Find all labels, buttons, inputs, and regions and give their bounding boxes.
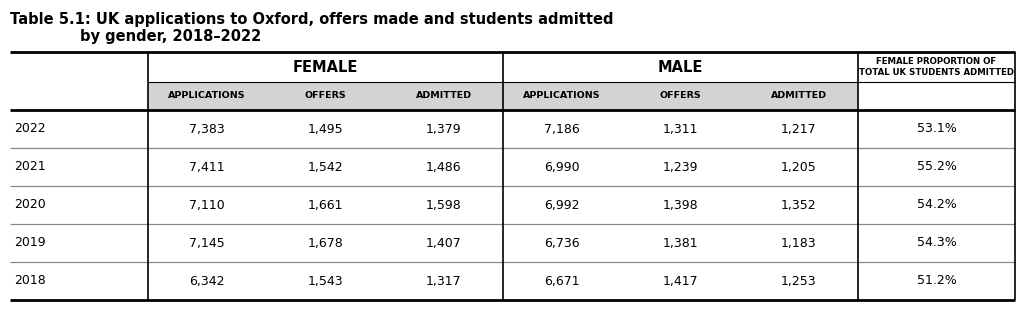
Text: by gender, 2018–2022: by gender, 2018–2022	[80, 29, 261, 44]
Text: 1,407: 1,407	[426, 236, 461, 249]
Text: 1,598: 1,598	[426, 198, 461, 211]
Text: APPLICATIONS: APPLICATIONS	[524, 92, 601, 100]
Text: 2020: 2020	[14, 198, 46, 211]
Text: 7,186: 7,186	[544, 122, 580, 135]
Text: 1,217: 1,217	[781, 122, 816, 135]
Text: 6,992: 6,992	[544, 198, 580, 211]
Text: 1,311: 1,311	[663, 122, 699, 135]
Text: 7,383: 7,383	[189, 122, 225, 135]
Text: 1,379: 1,379	[426, 122, 461, 135]
Text: 1,239: 1,239	[663, 160, 699, 173]
Text: 1,381: 1,381	[663, 236, 699, 249]
Text: 7,110: 7,110	[189, 198, 225, 211]
Text: 1,398: 1,398	[663, 198, 699, 211]
Text: 6,736: 6,736	[544, 236, 580, 249]
Text: APPLICATIONS: APPLICATIONS	[169, 92, 246, 100]
Text: 1,542: 1,542	[308, 160, 344, 173]
Text: 55.2%: 55.2%	[917, 160, 957, 173]
Text: ADMITTED: ADMITTED	[415, 92, 472, 100]
Bar	[148, 82, 858, 110]
Text: 1,486: 1,486	[426, 160, 461, 173]
Text: Table 5.1: UK applications to Oxford, offers made and students admitted: Table 5.1: UK applications to Oxford, of…	[10, 12, 614, 27]
Text: 6,990: 6,990	[544, 160, 580, 173]
Text: 1,183: 1,183	[781, 236, 816, 249]
Text: 2019: 2019	[14, 236, 46, 249]
Text: 54.2%: 54.2%	[917, 198, 957, 211]
Text: 7,411: 7,411	[189, 160, 225, 173]
Text: 51.2%: 51.2%	[917, 275, 957, 288]
Text: 1,352: 1,352	[781, 198, 816, 211]
Text: 1,543: 1,543	[308, 275, 344, 288]
Text: OFFERS: OFFERS	[305, 92, 347, 100]
Text: 1,495: 1,495	[308, 122, 344, 135]
Text: 1,661: 1,661	[308, 198, 344, 211]
Text: ADMITTED: ADMITTED	[770, 92, 827, 100]
Text: 54.3%: 54.3%	[917, 236, 957, 249]
Text: 1,205: 1,205	[781, 160, 816, 173]
Text: FEMALE: FEMALE	[293, 60, 358, 74]
Text: 6,342: 6,342	[189, 275, 225, 288]
Text: 2021: 2021	[14, 160, 46, 173]
Text: 2018: 2018	[14, 275, 46, 288]
Text: 1,253: 1,253	[781, 275, 816, 288]
Text: 2022: 2022	[14, 122, 46, 135]
Text: 53.1%: 53.1%	[917, 122, 957, 135]
Text: MALE: MALE	[658, 60, 703, 74]
Text: FEMALE PROPORTION OF
TOTAL UK STUDENTS ADMITTED: FEMALE PROPORTION OF TOTAL UK STUDENTS A…	[859, 57, 1014, 77]
Text: 1,417: 1,417	[663, 275, 699, 288]
Text: 7,145: 7,145	[189, 236, 225, 249]
Text: 1,317: 1,317	[426, 275, 461, 288]
Text: 6,671: 6,671	[544, 275, 580, 288]
Text: 1,678: 1,678	[308, 236, 344, 249]
Text: OFFERS: OFFERS	[660, 92, 702, 100]
